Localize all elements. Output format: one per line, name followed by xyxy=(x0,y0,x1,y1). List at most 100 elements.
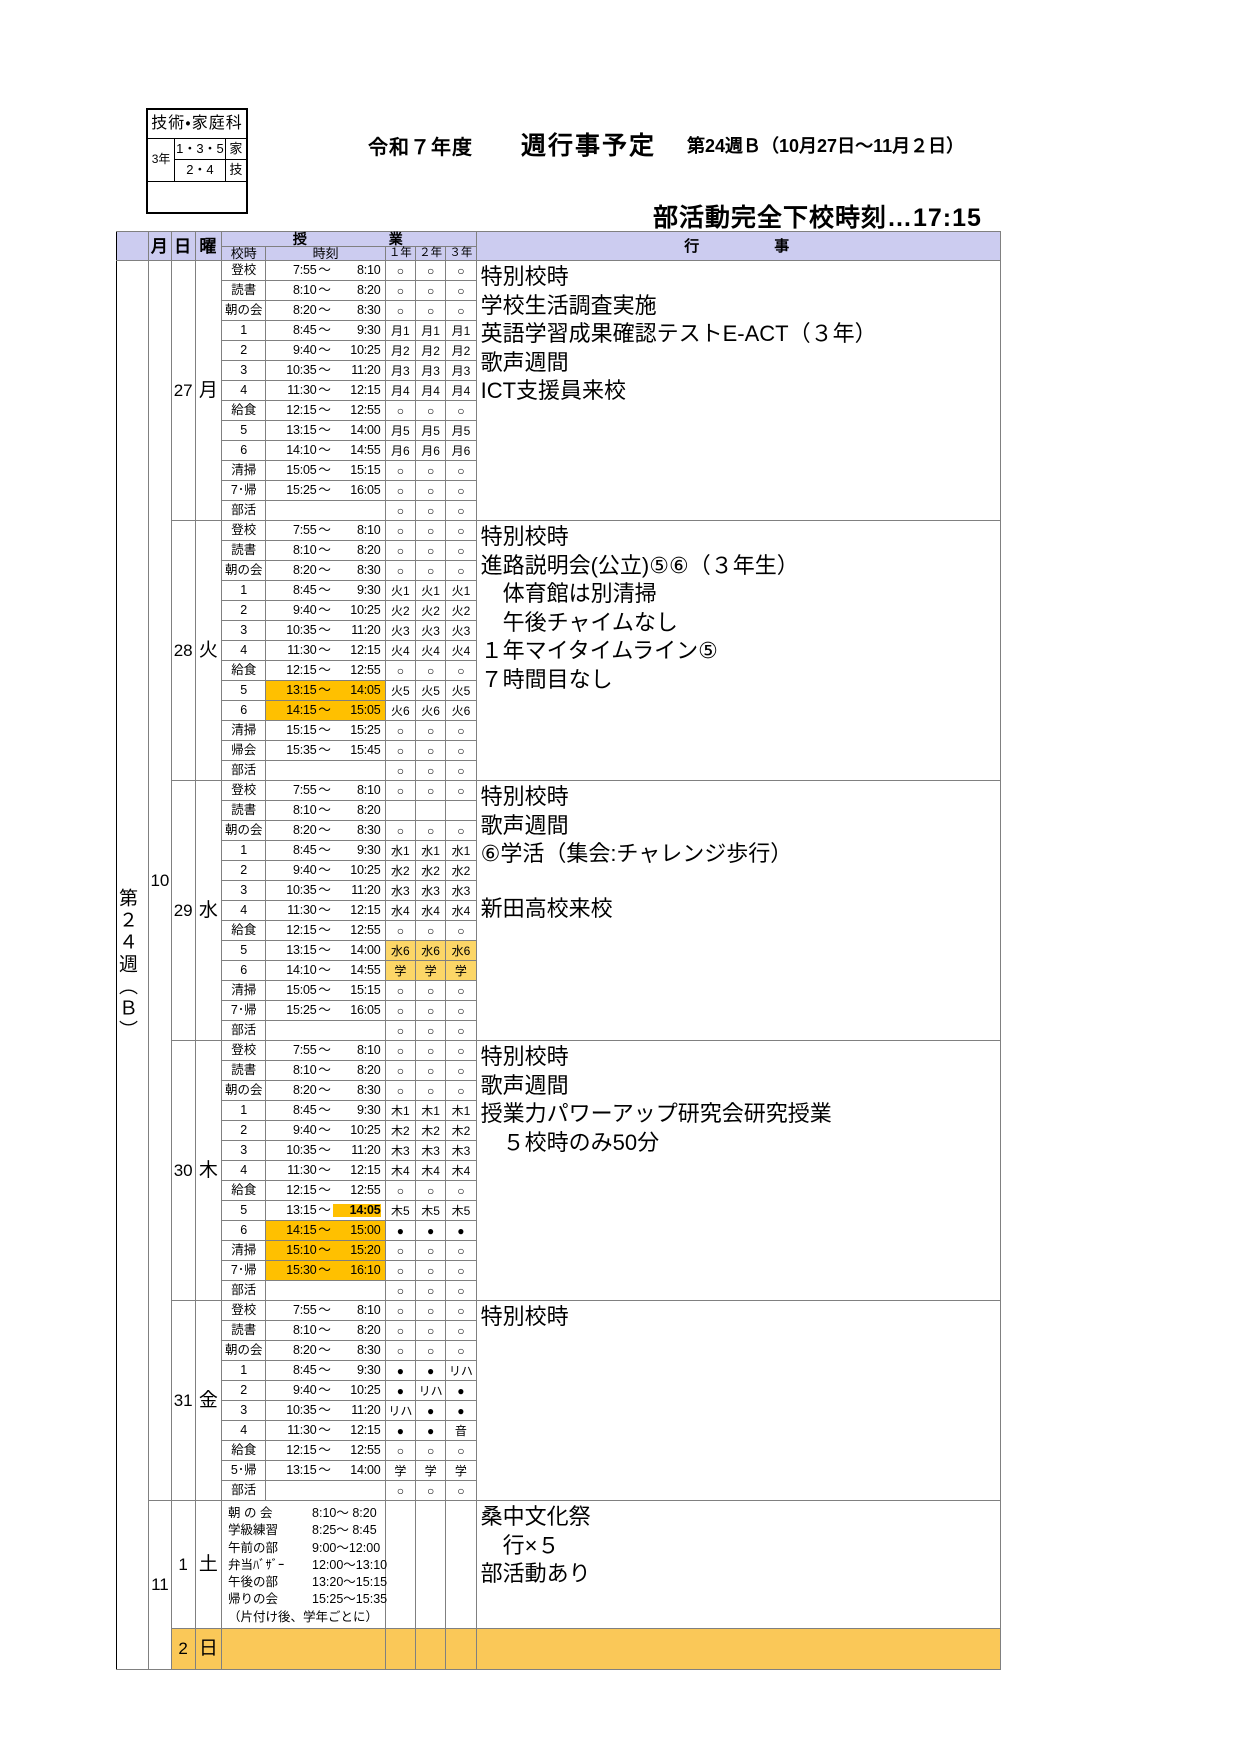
saturday-item-time: 15:25〜15:35 xyxy=(312,1592,388,1607)
grade3-cell: ○ xyxy=(445,1440,477,1461)
schedule-row: 6 14:10 〜 14:55 学学学 xyxy=(117,960,1001,981)
schedule-row: 読書 8:10 〜 8:20 ○ ○ ○ xyxy=(117,280,1001,301)
event-line: ５校時のみ50分 xyxy=(480,1129,660,1155)
grade3-cell: 音 xyxy=(445,1420,477,1441)
period-cell: 給食 xyxy=(221,400,267,421)
grade1-cell: ○ xyxy=(384,660,416,681)
grade3-cell: ○ xyxy=(445,1240,477,1261)
events-cell: 特別校時 歌声週間 授業力パワーアップ研究会研究授業 ５校時のみ50分 xyxy=(475,1040,1002,1301)
period-cell: 部活 xyxy=(221,1480,267,1501)
grade2-cell: ○ xyxy=(414,1080,447,1101)
time-cell xyxy=(265,760,386,781)
period-cell: 朝の会 xyxy=(221,1080,267,1101)
grade3-cell: ○ xyxy=(445,1080,477,1101)
legend-subject-2: 技 xyxy=(224,159,248,182)
period-cell: 2 xyxy=(221,600,267,621)
event-line: ７時間目なし xyxy=(480,666,613,692)
grade2-cell: 月6 xyxy=(414,440,447,461)
grade2-cell: ○ xyxy=(414,300,447,321)
grade2-cell: ○ xyxy=(414,1240,447,1261)
grade3-cell: 火2 xyxy=(445,600,477,621)
schedule-row: 朝の会 8:20 〜 8:30 ○ ○ ○ xyxy=(117,300,1001,321)
time-cell: 7:55 〜 8:10 xyxy=(265,1300,386,1321)
time-cell: 10:35 〜 11:20 xyxy=(265,360,386,381)
time-cell: 8:45 〜 9:30 xyxy=(265,320,386,341)
grade1-cell: 木5 xyxy=(384,1200,416,1221)
grade1-cell: ● xyxy=(384,1220,416,1241)
schedule-row: 1 8:45 〜 9:30 月1 月1 月1 xyxy=(117,320,1001,341)
header-lessons-group: 授 業 xyxy=(221,231,477,247)
period-cell: 6 xyxy=(221,440,267,461)
grade2-cell: ○ xyxy=(414,260,447,281)
period-cell: 朝の会 xyxy=(221,1340,267,1361)
schedule-row: 部活 ○ ○ ○ xyxy=(117,760,1001,781)
time-cell: 12:15 〜 12:55 xyxy=(265,400,386,421)
grade2-cell: ○ xyxy=(414,480,447,501)
period-cell: 3 xyxy=(221,1400,267,1421)
dow-cell: 月 xyxy=(194,260,223,521)
period-cell: 清掃 xyxy=(221,460,267,481)
event-line: 授業力パワーアップ研究会研究授業 xyxy=(480,1101,832,1127)
grade3-cell: ○ xyxy=(445,980,477,1001)
grade3-cell: ○ xyxy=(445,400,477,421)
saturday-item-name: 学級練習 xyxy=(228,1523,279,1538)
time-cell: 11:30 〜 12:15 xyxy=(265,1160,386,1181)
period-cell: 読書 xyxy=(221,1320,267,1341)
grade2-cell: ○ xyxy=(414,820,447,841)
grade2-cell: 月2 xyxy=(414,340,447,361)
date-cell: 30 xyxy=(170,1040,196,1301)
events-cell: 特別校時 xyxy=(475,1300,1002,1501)
time-cell: 14:15 〜 15:05 xyxy=(265,700,386,721)
grade2-cell xyxy=(414,800,447,821)
grade3-cell: ○ xyxy=(445,260,477,281)
schedule-row: 30 木登校 7:55 〜 8:10 ○ ○ ○ 特別校時 歌声週間 授業力パワーアップ研究会研究授… xyxy=(117,1040,1002,1301)
date-cell: 1 xyxy=(170,1500,196,1629)
time-cell: 14:15 〜 15:00 xyxy=(265,1220,386,1241)
grade3-cell: 木4 xyxy=(445,1160,477,1181)
grade1-cell: 学 xyxy=(384,960,416,981)
saturday-schedule-line: 学級練習 8:25〜 8:45 xyxy=(228,1522,385,1539)
grade3-cell: ○ xyxy=(445,500,477,521)
event-line: 特別校時 xyxy=(480,264,569,289)
time-cell xyxy=(265,1020,386,1041)
time-cell: 8:20 〜 8:30 xyxy=(265,560,386,581)
period-cell: 読書 xyxy=(221,280,267,301)
time-cell: 12:15 〜 12:55 xyxy=(265,1440,386,1461)
saturday-schedule-line: 午後の部 13:20〜15:15 xyxy=(228,1574,387,1591)
event-line: ⑥学活（集会:チャレンジ歩行） xyxy=(480,841,793,867)
period-cell: 5 xyxy=(221,940,267,961)
period-cell: 部活 xyxy=(221,760,267,781)
schedule-row: 4 11:30 〜 12:15 ● ● 音 xyxy=(117,1420,1001,1441)
period-cell: 6 xyxy=(221,700,267,721)
period-cell: 登校 xyxy=(221,780,267,801)
grade1-cell: ○ xyxy=(384,480,416,501)
period-cell: 読書 xyxy=(221,1060,267,1081)
event-line: 体育館は別清掃 xyxy=(480,581,657,607)
grade2-cell: ○ xyxy=(414,780,447,801)
saturday-row: 11 1 土朝 の 会 8:10〜 8:20 学級練習 8:25〜 8:45 午前の部 9:0… xyxy=(117,1500,1002,1670)
time-cell: 10:35 〜 11:20 xyxy=(265,1400,386,1421)
grade3-cell: リハ xyxy=(445,1360,477,1381)
grade3-cell: ○ xyxy=(445,1040,477,1061)
grade1-cell: ○ xyxy=(384,760,416,781)
dow-cell: 日 xyxy=(194,1627,223,1670)
grade1-cell: ○ xyxy=(384,1000,416,1021)
legend-nums-1: 1・3・5 xyxy=(174,137,226,161)
time-cell: 8:10 〜 8:20 xyxy=(265,1320,386,1341)
grade2-cell: ● xyxy=(414,1220,447,1241)
period-cell: 登校 xyxy=(221,1040,267,1061)
grade1-cell: ○ xyxy=(384,1300,416,1321)
grade3-cell: ○ xyxy=(445,1020,477,1041)
grade3-cell: 木2 xyxy=(445,1120,477,1141)
grade2-cell: 学 xyxy=(414,1460,447,1481)
grade2-cell: ● xyxy=(414,1420,447,1441)
schedule-row: 給食 12:15 〜 12:55 ○ ○ ○ xyxy=(117,1180,1001,1201)
grade1-cell: ○ xyxy=(384,1060,416,1081)
dow-cell: 金 xyxy=(194,1300,223,1501)
period-cell: 4 xyxy=(221,640,267,661)
schedule-row: 給食 12:15 〜 12:55 ○ ○ ○ xyxy=(117,660,1001,681)
header-month: 月 xyxy=(148,231,172,261)
time-cell: 14:10 〜 14:55 xyxy=(265,960,386,981)
time-cell: 9:40 〜 10:25 xyxy=(265,600,386,621)
grade1-cell: ○ xyxy=(384,280,416,301)
